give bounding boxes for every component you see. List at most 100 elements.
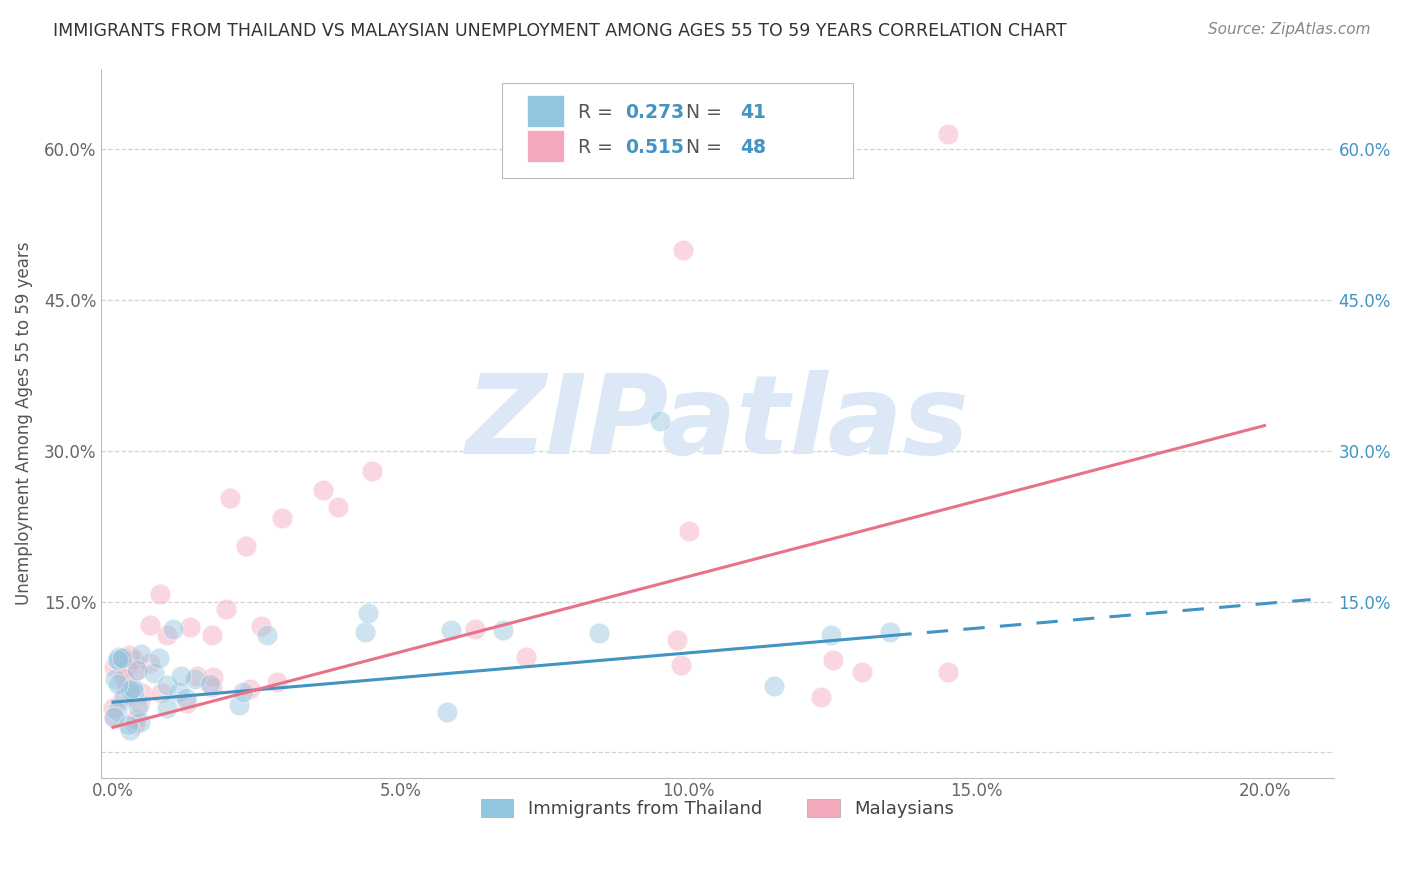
Point (107, 705, 129, 719)
Point (103, 660, 125, 674)
Point (117, 718, 139, 732)
Point (665, 632, 688, 647)
Point (139, 656, 162, 670)
Point (121, 688, 143, 702)
Point (148, 650, 170, 665)
Text: Source: ZipAtlas.com: Source: ZipAtlas.com (1208, 22, 1371, 37)
Text: 48: 48 (740, 138, 766, 157)
Point (464, 623, 486, 637)
Point (515, 650, 537, 665)
Point (357, 606, 380, 620)
Point (266, 674, 288, 689)
Point (879, 624, 901, 639)
Point (672, 243, 695, 257)
Point (104, 672, 127, 686)
Point (678, 524, 700, 538)
Point (235, 539, 257, 553)
Point (810, 690, 832, 704)
Point (124, 717, 146, 731)
Point (125, 713, 148, 727)
Point (762, 679, 785, 693)
Point (108, 649, 131, 664)
Point (361, 464, 384, 478)
Point (186, 668, 208, 682)
Text: 0.273: 0.273 (626, 103, 685, 122)
Point (936, 127, 959, 141)
Point (112, 650, 135, 665)
Point (107, 653, 129, 667)
Text: N =: N = (675, 103, 728, 122)
Point (167, 685, 190, 699)
Point (851, 665, 873, 679)
Point (821, 653, 844, 667)
Point (125, 663, 148, 677)
Point (174, 691, 197, 706)
Point (112, 690, 135, 704)
Y-axis label: Unemployment Among Ages 55 to 59 years: Unemployment Among Ages 55 to 59 years (15, 242, 32, 605)
Point (215, 602, 238, 616)
Point (120, 723, 142, 737)
Point (179, 620, 201, 634)
Point (129, 648, 152, 662)
Point (107, 677, 129, 691)
Point (218, 491, 240, 505)
Point (170, 669, 193, 683)
Text: 41: 41 (740, 103, 766, 122)
Point (118, 648, 141, 662)
Point (156, 678, 179, 692)
Point (250, 619, 273, 633)
Point (176, 696, 198, 710)
Text: ZIPatlas: ZIPatlas (465, 369, 969, 476)
Point (201, 681, 224, 695)
Point (239, 681, 262, 696)
Bar (527, 130, 564, 162)
Point (669, 657, 692, 672)
Point (122, 681, 145, 696)
Point (326, 500, 349, 515)
Text: 0.515: 0.515 (626, 138, 683, 157)
Point (103, 701, 125, 715)
Point (436, 705, 458, 719)
Legend: Immigrants from Thailand, Malaysians: Immigrants from Thailand, Malaysians (474, 791, 962, 825)
Text: N =: N = (675, 138, 728, 157)
FancyBboxPatch shape (502, 83, 853, 178)
Point (588, 626, 610, 640)
Point (820, 628, 842, 642)
Point (183, 673, 205, 687)
Point (127, 700, 149, 714)
Point (648, 413, 671, 427)
Text: R =: R = (578, 103, 619, 122)
Point (115, 677, 138, 691)
Point (142, 666, 165, 681)
Point (256, 627, 278, 641)
Point (111, 651, 134, 665)
Point (162, 622, 184, 636)
Point (228, 698, 250, 712)
Point (107, 652, 129, 666)
Point (353, 624, 375, 639)
Point (936, 665, 959, 679)
Point (103, 711, 125, 725)
Text: IMMIGRANTS FROM THAILAND VS MALAYSIAN UNEMPLOYMENT AMONG AGES 55 TO 59 YEARS COR: IMMIGRANTS FROM THAILAND VS MALAYSIAN UN… (53, 22, 1067, 40)
Point (198, 677, 221, 691)
Point (120, 683, 142, 698)
Point (202, 670, 225, 684)
Point (149, 587, 172, 601)
Point (271, 510, 294, 524)
Point (125, 663, 148, 677)
Point (103, 710, 125, 724)
Point (201, 628, 224, 642)
Point (149, 686, 172, 700)
Point (312, 483, 335, 497)
Point (122, 685, 145, 699)
Point (492, 623, 515, 637)
Point (439, 623, 461, 637)
Point (156, 628, 179, 642)
Point (131, 685, 153, 699)
Point (115, 659, 138, 673)
Point (112, 671, 135, 685)
Point (156, 700, 179, 714)
Point (139, 618, 162, 632)
Point (124, 652, 146, 666)
Point (232, 685, 254, 699)
